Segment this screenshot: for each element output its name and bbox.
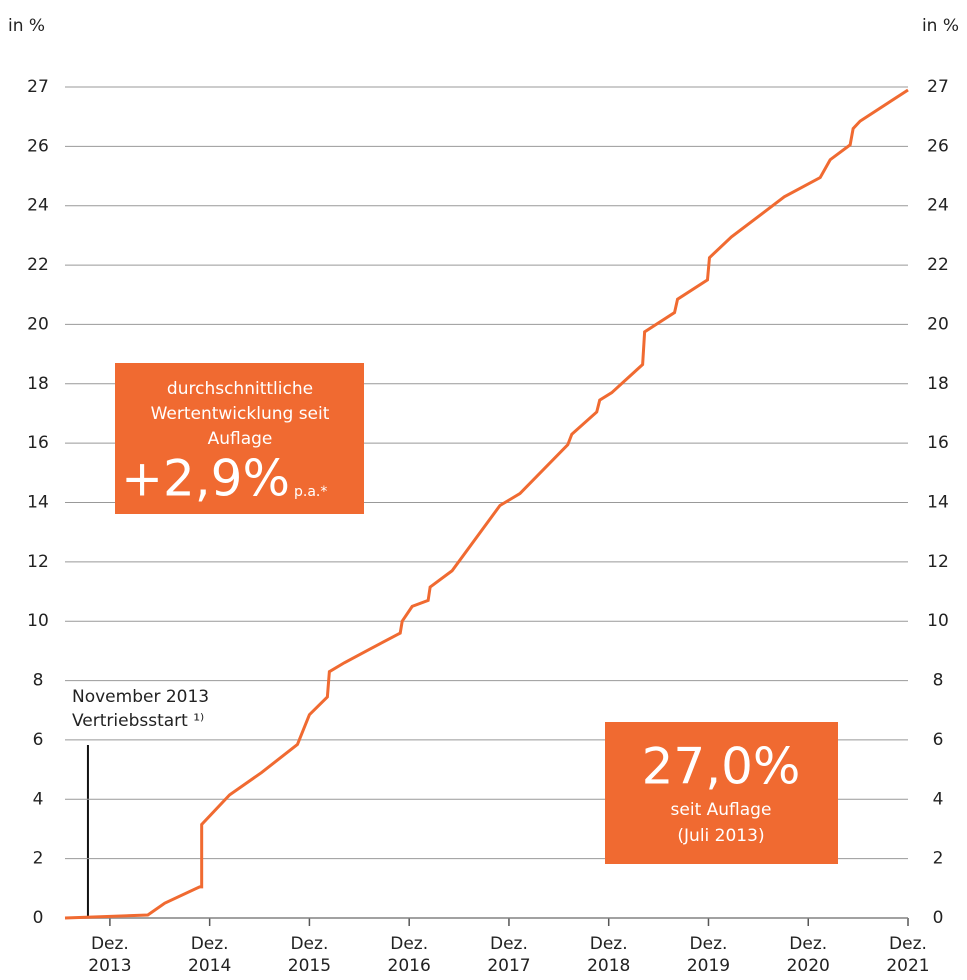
launch-label: November 2013 [72,687,209,707]
box-text: durchschnittliche [167,379,313,399]
x-tick-label: Dez. 2019 [687,934,730,976]
y2-tick-label: 22 [927,255,949,275]
y-tick-label: 14 [27,493,49,513]
y2-tick-label: 24 [927,196,949,216]
y-tick-label: 12 [27,552,49,572]
y-tick-label: 10 [27,611,49,631]
y2-tick-label: 26 [927,136,949,156]
y-tick-label: 8 [33,671,44,691]
y-tick-label: 2 [33,849,44,869]
y2-tick-label: 0 [933,908,944,928]
y-tick-label: 24 [27,196,49,216]
y2-tick-label: 16 [927,433,949,453]
y2-axis-label: in % [922,16,959,36]
y2-tick-label: 4 [933,789,944,809]
box-text: Auflage [208,429,273,449]
x-tick-label: Dez. 2017 [487,934,530,976]
y-tick-label: 26 [27,136,49,156]
y-tick-label: 4 [33,789,44,809]
y-tick-label: 18 [27,374,49,394]
x-tick-label: Dez. 2013 [88,934,131,976]
total-box: 27,0% seit Auflage (Juli 2013) [605,722,838,864]
y2-tick-label: 10 [927,611,949,631]
y2-tick-label: 2 [933,849,944,869]
box-text: (Juli 2013) [677,826,764,846]
y2-tick-label: 14 [927,493,949,513]
box-text: Wertentwicklung seit [151,404,330,424]
y-tick-label: 22 [27,255,49,275]
y-axis-label: in % [8,16,45,36]
x-tick-label: Dez. 2018 [587,934,630,976]
box-text: seit Auflage [671,800,772,820]
box-suffix: p.a.* [294,484,327,500]
x-tick-label: Dez. 2014 [188,934,231,976]
y-tick-label: 16 [27,433,49,453]
box-big: 27,0% [642,738,801,796]
data-line [64,88,909,920]
y-tick-label: 20 [27,314,49,334]
y-tick-label: 6 [33,730,44,750]
y2-tick-label: 6 [933,730,944,750]
x-tick-label: Dez. 2020 [787,934,830,976]
average-box: durchschnittliche Wertentwicklung seit A… [115,363,364,514]
box-bg [115,363,364,514]
launch-label: Vertriebsstart ¹⁾ [72,711,204,731]
box-bg [605,722,838,864]
y-tick-label: 0 [33,908,44,928]
x-tick-label: Dez. 2016 [388,934,431,976]
y2-tick-label: 18 [927,374,949,394]
box-big: +2,9% [121,450,290,508]
y-tick-label: 27 [27,77,49,97]
y2-tick-label: 20 [927,314,949,334]
x-tick-label: Dez. 2015 [288,934,331,976]
y2-tick-label: 27 [927,77,949,97]
x-tick-label: Dez. 2021 [886,934,929,976]
y2-tick-label: 8 [933,671,944,691]
y2-tick-label: 12 [927,552,949,572]
